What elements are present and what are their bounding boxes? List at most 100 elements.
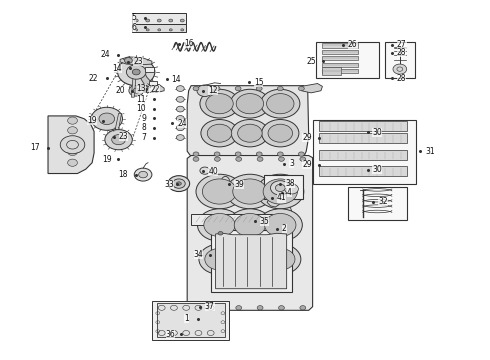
Bar [316,42,379,78]
Text: 19: 19 [102,154,112,163]
Bar [132,24,186,32]
Text: 6: 6 [131,22,136,31]
Polygon shape [216,233,287,289]
Circle shape [197,85,213,96]
Circle shape [238,124,262,142]
Circle shape [393,64,407,74]
Bar [322,50,358,54]
Circle shape [263,179,297,204]
Circle shape [202,179,237,204]
Circle shape [146,19,150,22]
Text: 17: 17 [30,143,40,152]
Circle shape [91,107,122,130]
Polygon shape [120,57,152,65]
Text: 24: 24 [177,118,187,127]
Bar [152,301,229,340]
Text: 35: 35 [260,217,270,226]
Text: 13: 13 [136,84,146,93]
Circle shape [256,152,262,156]
Bar [322,56,358,60]
Circle shape [133,88,140,93]
Circle shape [226,174,273,209]
Circle shape [176,106,184,112]
Text: 7: 7 [141,133,146,142]
Circle shape [134,168,152,181]
Circle shape [176,182,181,185]
Polygon shape [157,303,225,337]
Text: 30: 30 [372,165,382,174]
Circle shape [204,213,235,237]
Circle shape [207,124,232,142]
Bar [322,69,358,73]
Polygon shape [301,84,322,93]
Circle shape [267,94,294,114]
Bar [313,120,416,184]
Circle shape [181,29,184,31]
Text: 39: 39 [234,180,244,189]
Polygon shape [131,74,136,97]
Text: 25: 25 [306,57,316,66]
Circle shape [214,152,220,156]
Circle shape [300,157,306,161]
Text: 5: 5 [131,13,136,22]
Text: 28: 28 [397,74,406,83]
Polygon shape [187,86,309,157]
Circle shape [201,120,238,147]
Text: 23: 23 [133,57,143,66]
Circle shape [133,57,139,62]
Polygon shape [115,113,122,130]
Circle shape [200,167,210,174]
Circle shape [168,176,190,192]
Circle shape [99,113,115,125]
Circle shape [180,19,184,22]
Bar [211,230,292,292]
Text: 24: 24 [100,50,110,59]
Circle shape [169,19,173,22]
Circle shape [262,120,299,147]
Bar [318,121,407,131]
Bar [145,67,154,72]
Text: 41: 41 [277,194,287,202]
Text: 31: 31 [425,147,435,156]
Text: 22: 22 [151,85,160,94]
Circle shape [197,209,242,241]
Text: 16: 16 [184,40,194,49]
Text: 26: 26 [348,40,358,49]
Circle shape [193,157,199,161]
Bar [318,150,407,160]
Circle shape [199,244,240,274]
Circle shape [277,152,283,156]
Circle shape [278,306,284,310]
Text: 9: 9 [141,113,146,122]
Circle shape [146,29,149,31]
Circle shape [118,58,155,86]
Text: 15: 15 [254,77,264,86]
Circle shape [235,86,241,91]
Text: 14: 14 [172,75,181,84]
Circle shape [176,96,184,102]
Polygon shape [274,199,292,230]
Text: 10: 10 [136,104,146,113]
Bar [348,187,407,220]
Circle shape [68,117,77,124]
Text: 12: 12 [208,86,218,95]
Circle shape [176,125,184,131]
Text: 40: 40 [208,167,218,176]
Circle shape [126,65,146,79]
Circle shape [300,306,306,310]
Circle shape [124,58,132,63]
Circle shape [298,86,304,91]
Circle shape [134,19,138,22]
Circle shape [298,152,304,156]
Circle shape [215,306,220,310]
Circle shape [260,244,301,274]
Circle shape [141,86,148,91]
Circle shape [229,244,270,274]
Text: 14: 14 [112,64,122,73]
Text: 33: 33 [164,180,174,189]
Bar [132,13,186,24]
Circle shape [68,127,77,134]
Text: 30: 30 [372,128,382,137]
Circle shape [60,136,85,154]
Polygon shape [187,156,313,310]
